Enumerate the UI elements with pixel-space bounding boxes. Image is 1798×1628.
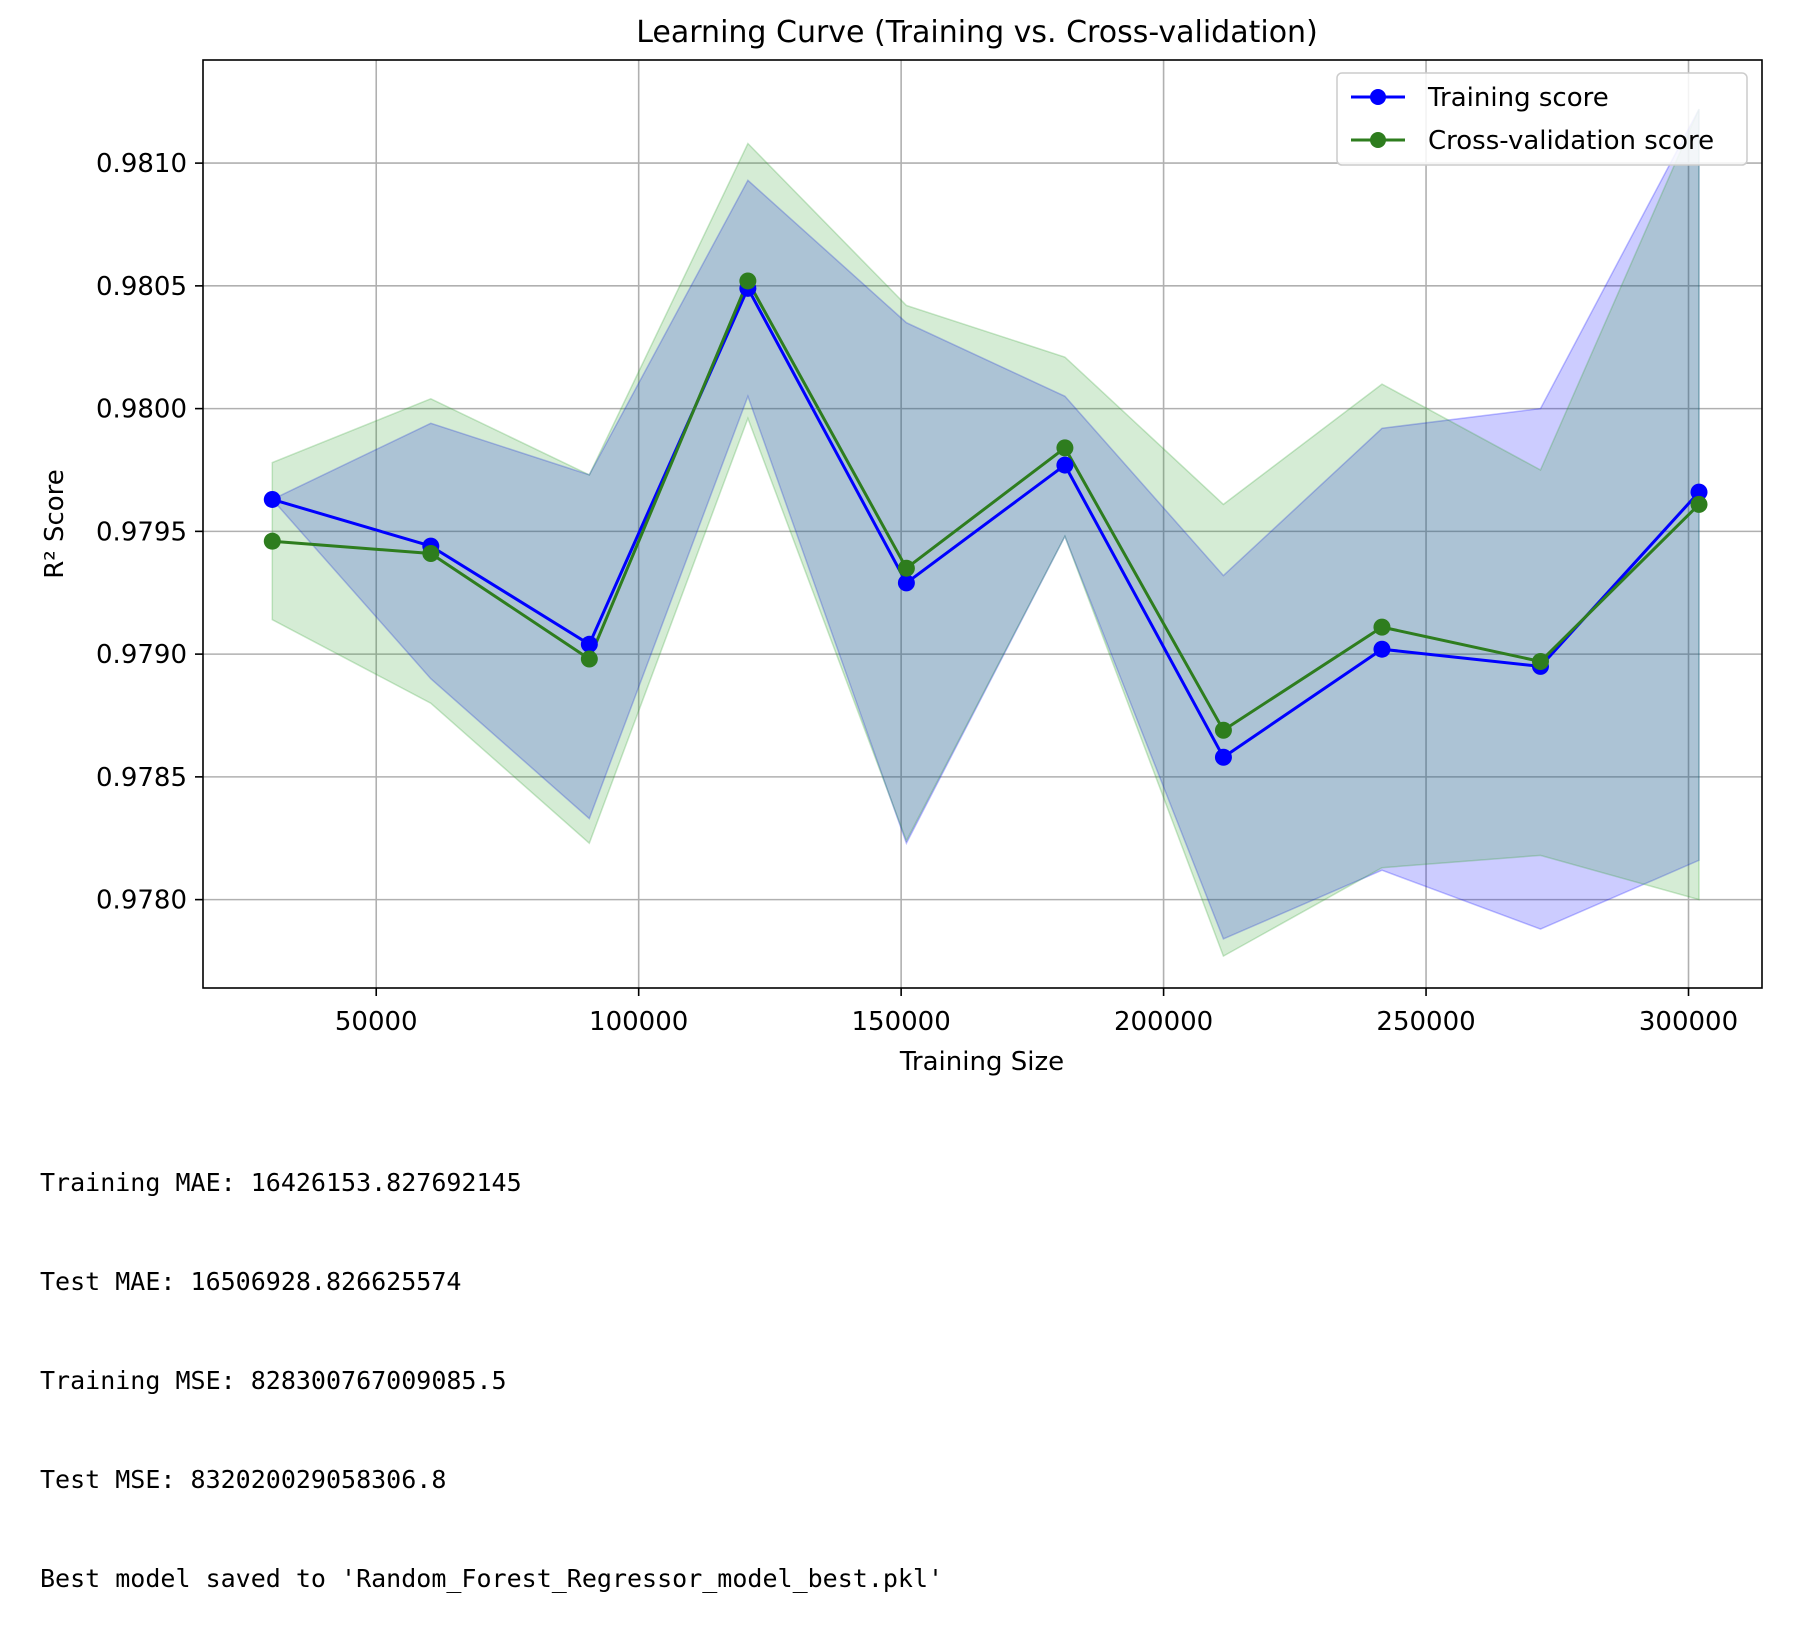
- series-lines: [271, 279, 1701, 759]
- test-mse-line: Test MSE: 832020029058306.8: [40, 1465, 447, 1494]
- learning-curve-chart: Learning Curve (Training vs. Cross-valid…: [40, 15, 1763, 1077]
- cv-score-point: [1531, 652, 1549, 670]
- y-tick-label: 0.9780: [96, 886, 187, 916]
- x-tick-label: 300000: [1639, 1007, 1738, 1037]
- cv-score-line: [272, 279, 1701, 732]
- y-tick-label: 0.9800: [96, 395, 187, 425]
- training-score-point: [1214, 748, 1232, 766]
- training-score-point: [1690, 483, 1708, 501]
- x-tick-label: 150000: [852, 1007, 951, 1037]
- x-tick-label: 100000: [589, 1007, 688, 1037]
- training-score-point: [580, 635, 598, 653]
- cv-score-point: [1214, 721, 1232, 739]
- y-tick-label: 0.9810: [96, 149, 187, 179]
- y-tick-label: 0.9805: [96, 272, 187, 302]
- cv-score-point: [580, 650, 598, 668]
- cv-score-point: [1690, 495, 1708, 513]
- training-mae-line: Training MAE: 16426153.827692145: [40, 1168, 522, 1197]
- confidence-bands: [271, 108, 1700, 958]
- cv-score-point: [1056, 439, 1074, 457]
- y-axis-label: R² Score: [40, 469, 70, 579]
- training-mse-line: Training MSE: 828300767009085.5: [40, 1366, 507, 1395]
- x-tick-label: 250000: [1376, 1007, 1475, 1037]
- x-tick-label: 200000: [1114, 1007, 1213, 1037]
- x-axis-label: Training Size: [899, 1047, 1064, 1077]
- training-score-point: [263, 490, 281, 508]
- cv-score-point: [263, 532, 281, 550]
- x-tick-label: 50000: [335, 1007, 418, 1037]
- chart-title: Learning Curve (Training vs. Cross-valid…: [636, 15, 1318, 50]
- training-score-point: [1056, 456, 1074, 474]
- y-tick-label: 0.9795: [96, 517, 187, 547]
- console-output: Training MAE: 16426153.827692145 Test MA…: [40, 1100, 1780, 1628]
- cv-score-point: [422, 544, 440, 562]
- test-mae-line: Test MAE: 16506928.826625574: [40, 1267, 462, 1296]
- model-saved-line: Best model saved to 'Random_Forest_Regre…: [40, 1564, 944, 1593]
- y-axis-ticks: 0.9780 0.9785 0.9790 0.9795 0.9800 0.9805 0.98…: [96, 149, 203, 916]
- cv-score-point: [739, 272, 757, 290]
- cv-score-band: [271, 108, 1700, 958]
- legend-cv-label: Cross-validation score: [1428, 126, 1714, 156]
- cv-score-point: [897, 559, 915, 577]
- training-score-point: [897, 574, 915, 592]
- legend-training-label: Training score: [1427, 83, 1609, 113]
- legend-training-marker: [1370, 89, 1386, 105]
- legend-box: [1336, 72, 1748, 166]
- y-tick-label: 0.9785: [96, 763, 187, 793]
- training-score-line: [271, 286, 1701, 759]
- plot-frame: [202, 59, 1763, 989]
- series-points: [263, 272, 1708, 766]
- y-tick-label: 0.9790: [96, 640, 187, 670]
- legend: Training score Cross-validation score: [1336, 72, 1748, 166]
- legend-cv-marker: [1370, 132, 1386, 148]
- x-axis-ticks: 50000 100000 150000 200000 250000 300000: [335, 988, 1738, 1037]
- cv-score-point: [1373, 618, 1391, 636]
- training-score-point: [1373, 640, 1391, 658]
